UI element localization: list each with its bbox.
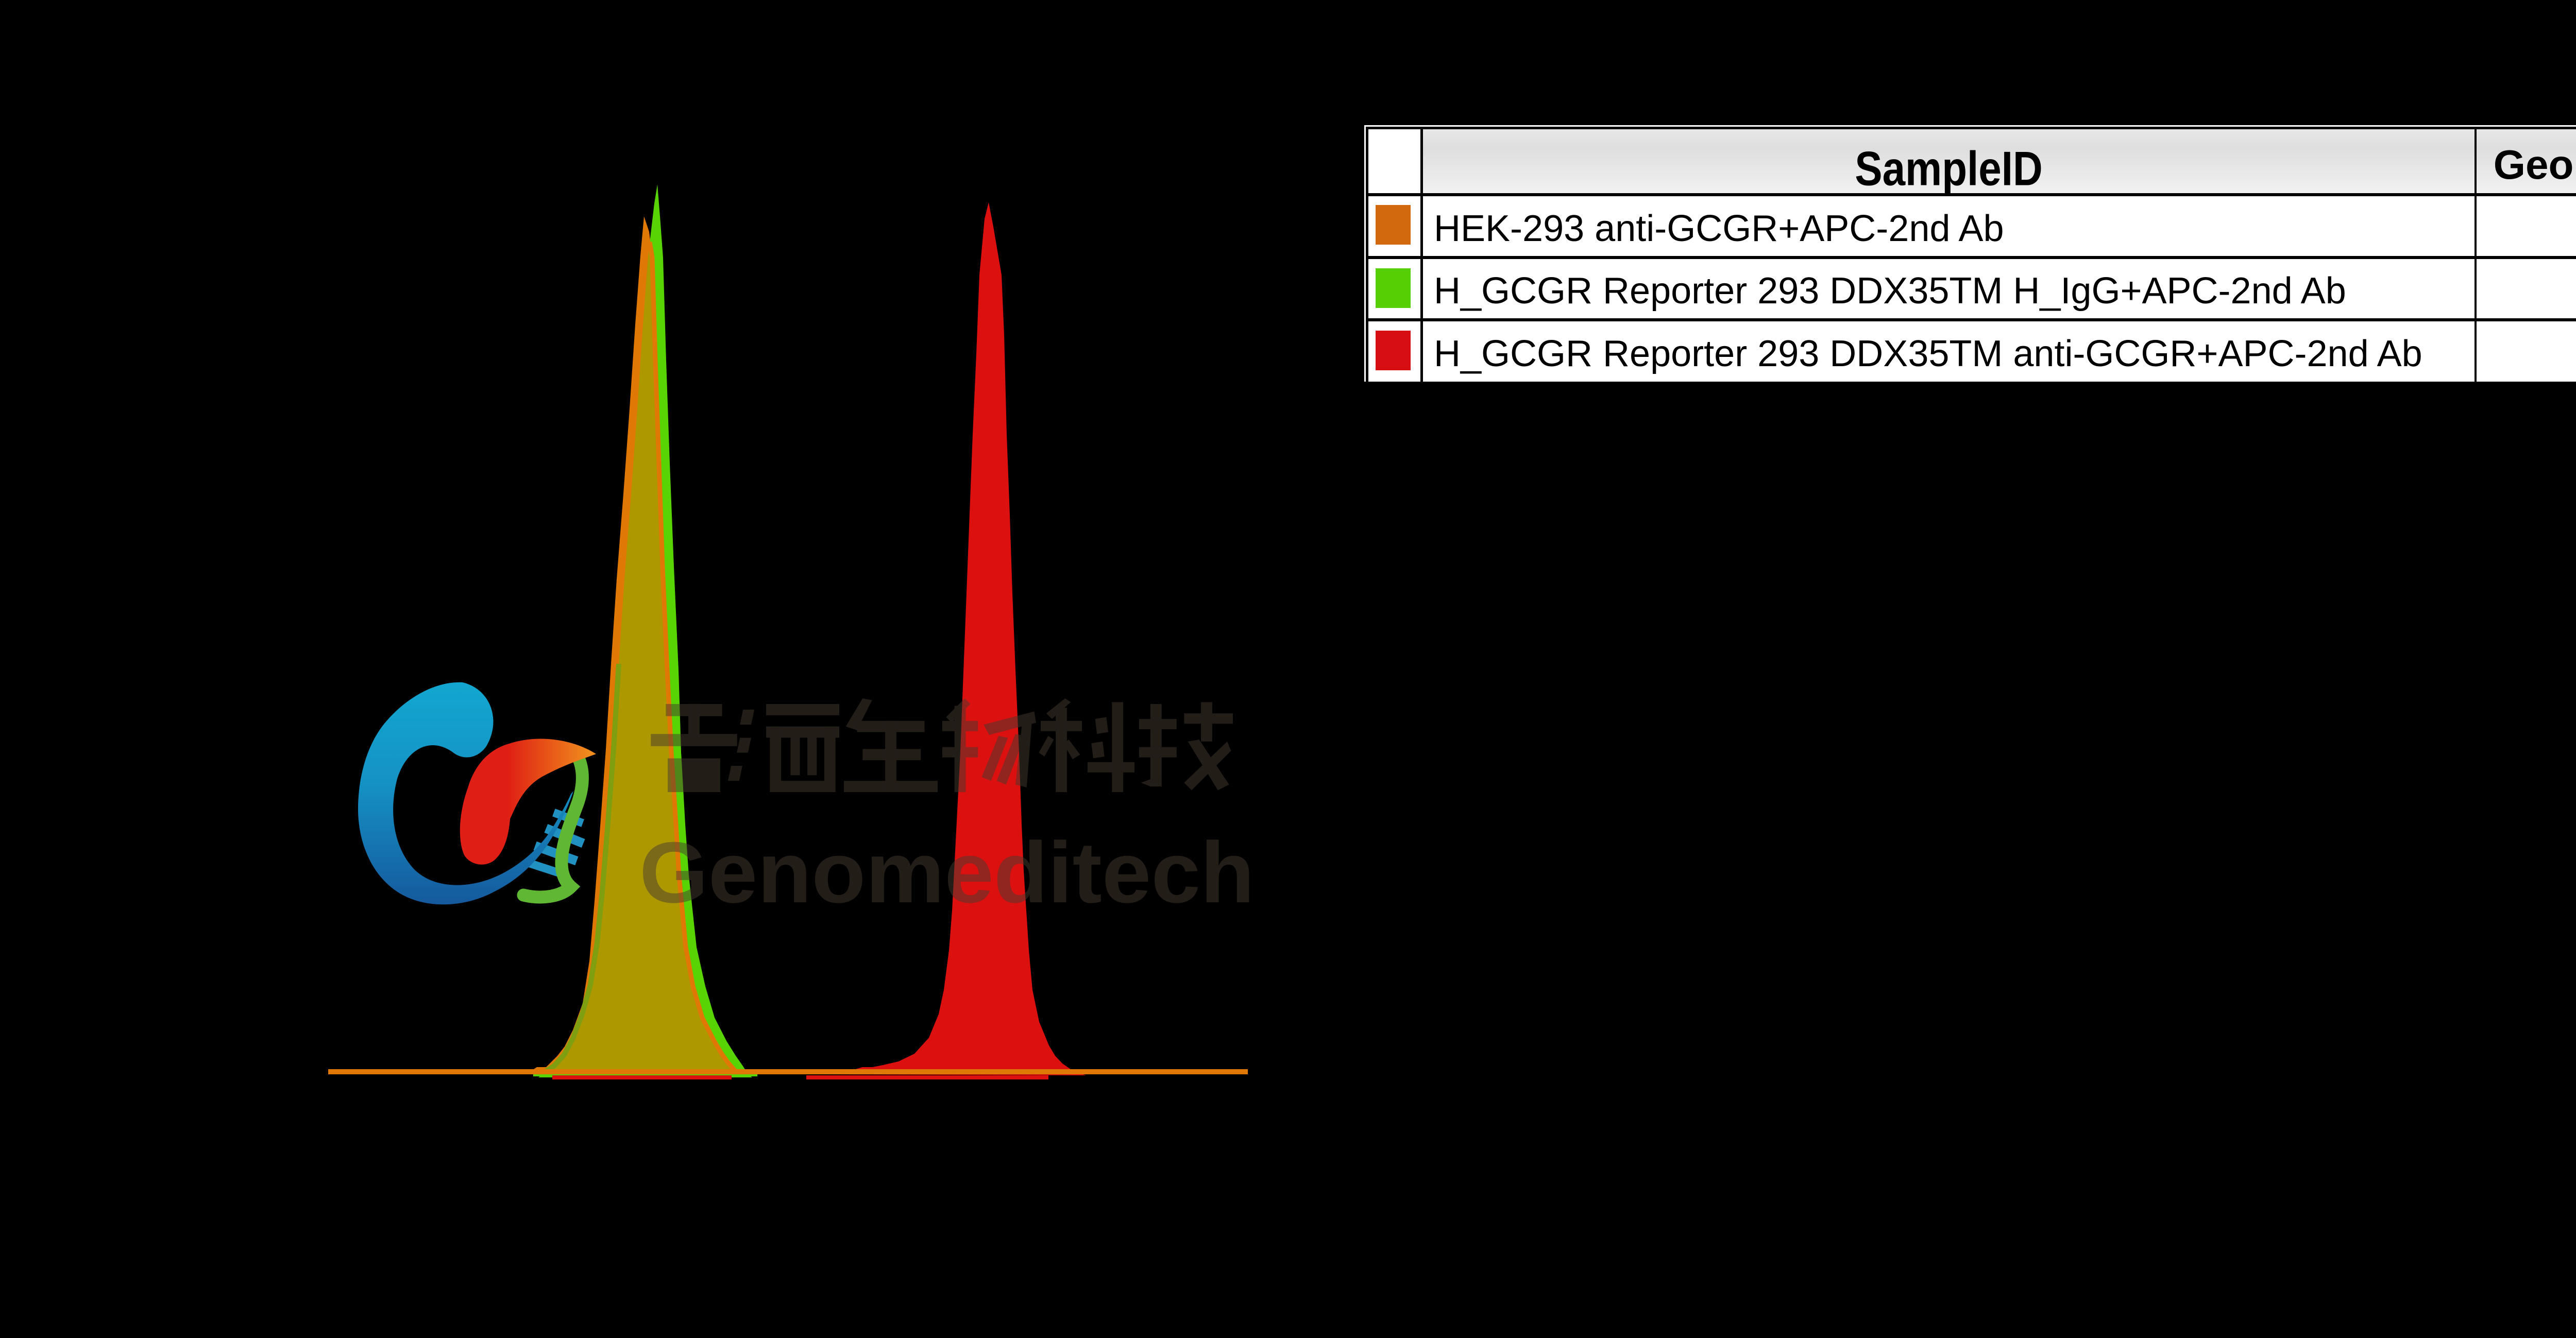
svg-text:Genomeditech: Genomeditech xyxy=(639,824,1255,921)
